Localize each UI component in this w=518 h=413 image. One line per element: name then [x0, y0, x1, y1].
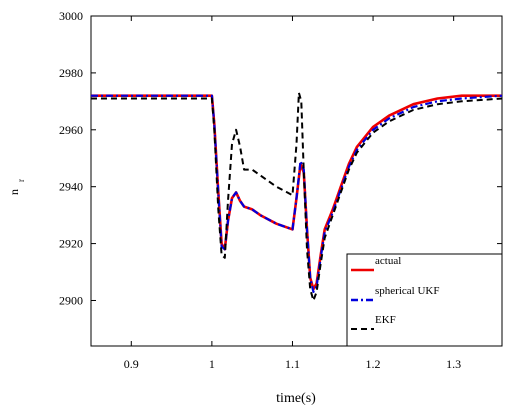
legend: actual spherical UKF EKF: [346, 253, 503, 347]
x-tick-label: 0.9: [124, 357, 139, 371]
y-tick-label: 2940: [59, 180, 83, 194]
y-axis-label: n: [7, 189, 21, 195]
x-tick-labels: 0.9 1 1.1 1.2 1.3: [124, 357, 461, 371]
y-tick-label: 2920: [59, 237, 83, 251]
y-tick-label: 2900: [59, 293, 83, 307]
series-lines: [91, 91, 503, 302]
x-tick-label: 1.1: [285, 357, 300, 371]
y-tick-label: 3000: [59, 9, 83, 23]
x-tick-label: 1: [209, 357, 215, 371]
legend-label-spherical-ukf: spherical UKF: [375, 285, 439, 297]
x-tick-label: 1.3: [446, 357, 461, 371]
x-axis-label: time(s): [276, 391, 316, 406]
y-axis-label-subscript: r: [16, 179, 26, 182]
y-tick-labels: 2900 2920 2940 2960 2980 3000: [59, 9, 83, 307]
series-line-ekf: [91, 91, 503, 302]
x-tick-label: 1.2: [366, 357, 381, 371]
y-tick-label: 2980: [59, 66, 83, 80]
legend-label-actual: actual: [375, 255, 401, 267]
y-tick-label: 2960: [59, 123, 83, 137]
legend-label-ekf: EKF: [375, 314, 396, 326]
